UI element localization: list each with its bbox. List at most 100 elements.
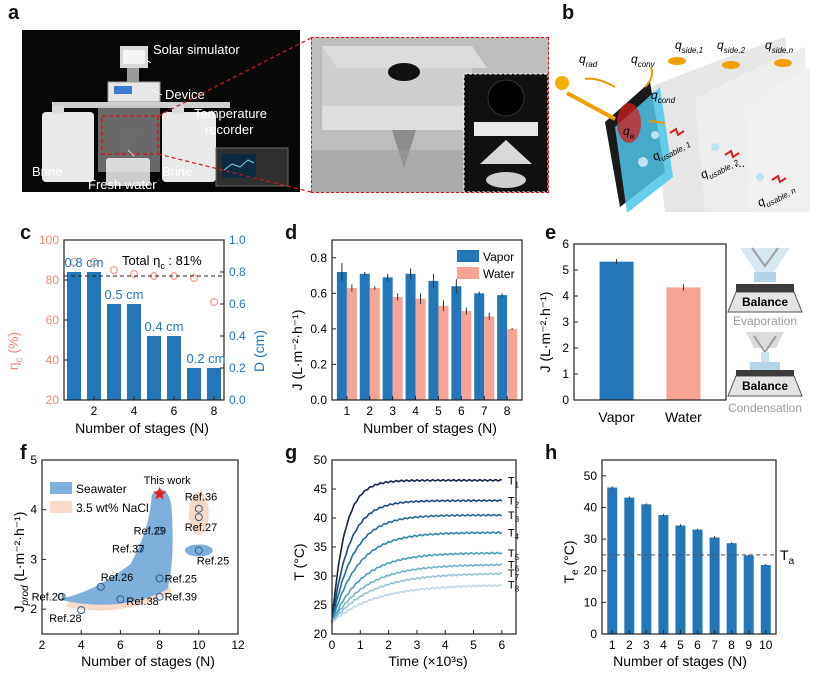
f-xtick-label: 2 xyxy=(39,638,46,652)
chart-d: 1 2 3 4 5 6 7 8 0.0 0.2 0.4 0.6 0.8 Number of stages… xyxy=(289,239,523,436)
d-xlabel: Number of stages (N) xyxy=(363,420,497,436)
g-xtick-label: 0 xyxy=(329,638,336,652)
label-q-side-n: qside,n xyxy=(765,38,794,55)
c-bar xyxy=(147,336,161,400)
e-ytick-label: 2 xyxy=(562,341,569,355)
f-ref-point xyxy=(155,574,164,583)
device-zoom-drawing xyxy=(312,38,548,192)
e-plot-frame xyxy=(573,243,727,401)
c-ylabel-right: D (cm) xyxy=(251,330,267,372)
f-seawater-region-right xyxy=(184,544,213,557)
f-ref-label: Ref.20 xyxy=(32,592,64,604)
d-plot: 1 2 3 4 5 6 7 8 0.0 0.2 0.4 0.6 0.8 xyxy=(310,239,523,418)
c-ticks: 2 4 6 8 20 40 60 80 100 0.0 0.2 0.4 0.6 0.8 1.0 xyxy=(39,233,246,418)
e-ytick-label: 6 xyxy=(562,237,569,251)
g-ytick-label: 50 xyxy=(314,453,328,467)
label-q-cond: qcond xyxy=(651,88,676,105)
h-xtick-label: 7 xyxy=(711,638,718,652)
c-eta-point xyxy=(110,266,118,274)
h-ylabel: Te (°C) xyxy=(561,540,581,583)
e-ytick-label: 5 xyxy=(562,263,569,277)
f-ref-label: Ref.38 xyxy=(126,596,158,608)
d-bar-water xyxy=(507,328,518,400)
label-temperature-1: Temperature xyxy=(194,106,267,121)
f-xlabel: Number of stages (N) xyxy=(81,653,215,669)
c-ytick-right-label: 0.2 xyxy=(229,361,246,375)
f-ref-label: Ref.29 xyxy=(134,526,166,538)
e-ytick-label: 4 xyxy=(562,289,569,303)
f-ref-label: Ref.25 xyxy=(165,573,197,585)
c-xtick-label: 2 xyxy=(91,404,98,418)
d-bar-vapor xyxy=(382,277,393,400)
label-brine-left: Brine xyxy=(32,164,62,179)
f-legend-nacl: 3.5 wt% NaCl xyxy=(76,501,149,515)
h-plot: 1 2 3 4 5 6 7 8 9 10 Ta 0 10 20 30 40 50 xyxy=(584,459,795,652)
d-bar-vapor xyxy=(474,293,485,400)
e-xtick-label: Vapor xyxy=(598,409,635,425)
h-xtick-label: 5 xyxy=(677,638,684,652)
d-xtick-label: 7 xyxy=(481,404,488,418)
g-series-t1 xyxy=(331,478,503,623)
c-bar-labels: 0.8 cm 0.5 cm 0.4 cm 0.2 cm xyxy=(64,255,225,366)
c-ytick-right-label: 0.6 xyxy=(229,297,246,311)
d-bar-vapor xyxy=(428,280,439,400)
c-bar xyxy=(67,272,81,400)
d-ytick-label: 0.6 xyxy=(310,286,327,300)
panel-label-b: b xyxy=(562,2,575,24)
f-xtick-label: 10 xyxy=(192,638,206,652)
g-plot-frame xyxy=(331,459,517,635)
c-bar xyxy=(127,304,141,400)
c-ytick-left-label: 20 xyxy=(46,393,60,407)
d-bar-water xyxy=(346,288,357,400)
label-q-side-1: qside,1 xyxy=(675,38,703,55)
f-this-work-star xyxy=(152,486,167,500)
g-series-label-t3: T3 xyxy=(508,510,520,524)
panel-label-h: h xyxy=(545,442,558,464)
d-xtick-label: 4 xyxy=(412,404,419,418)
c-bar-label: 0.5 cm xyxy=(104,287,143,302)
g-series-t3 xyxy=(331,513,503,622)
label-q-e: qe xyxy=(623,124,635,141)
f-plot-frame xyxy=(41,459,239,635)
g-series-t8 xyxy=(331,583,503,623)
f-ref-point xyxy=(96,582,105,591)
c-xlabel: Number of stages (N) xyxy=(75,420,209,436)
c-eta-point xyxy=(130,270,138,278)
c-bar-label: 0.8 cm xyxy=(64,255,103,270)
d-xtick-label: 3 xyxy=(389,404,396,418)
h-bar xyxy=(607,487,618,634)
f-ref-label: Ref.28 xyxy=(49,613,81,625)
c-ytick-left-label: 60 xyxy=(46,313,60,327)
g-ylabel: T (°C) xyxy=(291,543,307,580)
g-series-t7 xyxy=(331,572,502,623)
f-legend-nacl-swatch xyxy=(50,501,72,513)
c-ytick-left-label: 80 xyxy=(46,273,60,287)
c-ytick-left-label: 100 xyxy=(39,233,59,247)
h-bar xyxy=(692,529,703,634)
e-bar-vapor xyxy=(599,261,634,400)
f-ytick-label: 4 xyxy=(30,503,37,517)
label-temperature-2: recorder xyxy=(205,122,254,137)
h-xtick-label: 10 xyxy=(759,638,773,652)
g-ytick-label: 25 xyxy=(314,598,328,612)
label-q-conv: qconv xyxy=(631,52,656,69)
f-plot: Ref.20 Ref.26 Ref.37 Ref.29 Ref.25 Ref.38 Ref.… xyxy=(30,453,245,652)
d-bar-water xyxy=(392,296,403,400)
e-plot: Vapor Water 0 1 2 3 4 5 6 xyxy=(562,237,727,425)
e-ylabel: J (L·m⁻²·h⁻¹) xyxy=(537,292,553,373)
chart-e: Vapor Water 0 1 2 3 4 5 6 J (L·m⁻²·h⁻¹) Balance … xyxy=(537,237,803,425)
h-ytick-label: 50 xyxy=(584,469,598,483)
e-ytick-label: 1 xyxy=(562,367,569,381)
g-series-label-t8: T8 xyxy=(508,580,520,594)
chart-c: 2 4 6 8 20 40 60 80 100 0.0 0.2 0.4 0.6 0.8 1.0 Number… xyxy=(5,233,267,436)
d-bar-vapor xyxy=(405,273,416,400)
h-ytick-label: 10 xyxy=(584,595,598,609)
d-xtick-label: 5 xyxy=(435,404,442,418)
f-ref-label: Ref.37 xyxy=(112,543,144,555)
f-ref-point xyxy=(57,592,66,601)
panel-label-e: e xyxy=(545,222,557,244)
panel-label-d: d xyxy=(285,222,298,244)
panel-label-f: f xyxy=(20,442,27,464)
evaporation-balance-icon: Balance Evaporation xyxy=(727,247,803,328)
